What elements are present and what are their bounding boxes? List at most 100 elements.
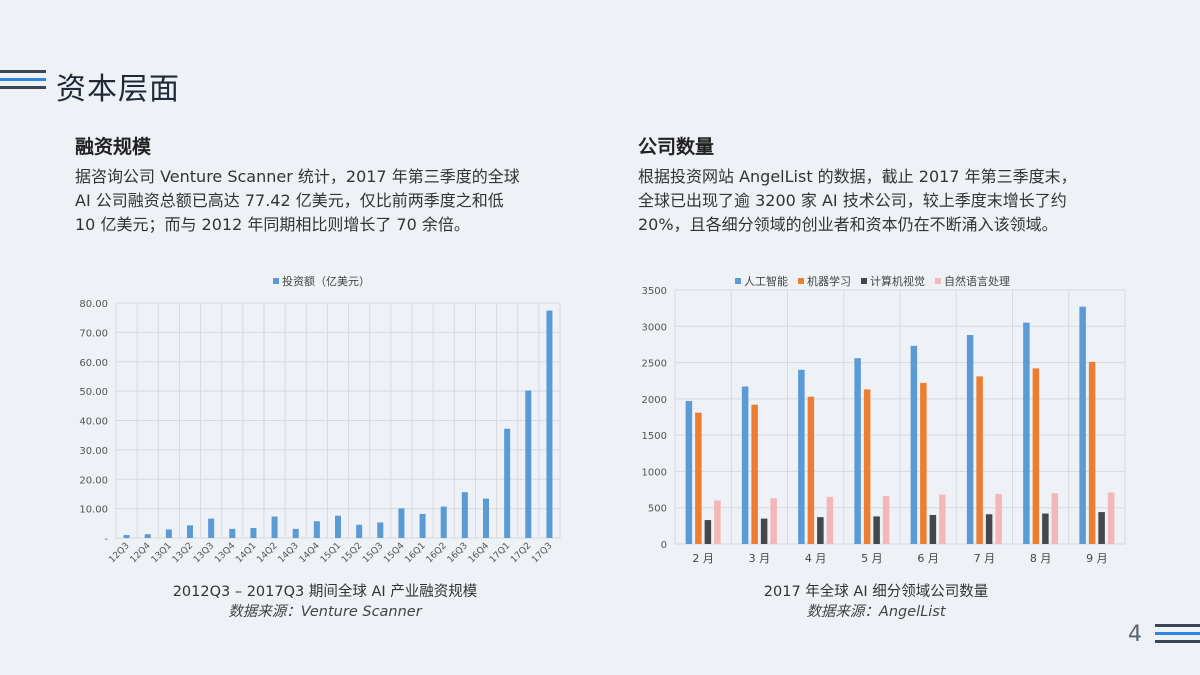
legend-swatch bbox=[861, 278, 867, 284]
y-tick-label: 2000 bbox=[642, 395, 667, 406]
x-tick-label: 17Q3 bbox=[530, 541, 554, 565]
bar bbox=[483, 498, 489, 538]
y-tick-label: 40.00 bbox=[79, 417, 108, 428]
x-tick-label: 16Q3 bbox=[446, 541, 470, 565]
company-section: 公司数量 根据投资网站 AngelList 的数据，截止 2017 年第三季度末… bbox=[638, 132, 1158, 237]
bar bbox=[187, 525, 193, 538]
x-tick-label: 15Q1 bbox=[319, 541, 343, 565]
bar bbox=[377, 522, 384, 538]
y-tick-label: - bbox=[104, 534, 108, 545]
bar bbox=[695, 412, 702, 544]
x-tick-label: 14Q3 bbox=[277, 541, 301, 565]
funding-source: 数据来源：Venture Scanner bbox=[228, 604, 422, 620]
y-tick-label: 1000 bbox=[642, 467, 667, 478]
bar bbox=[208, 518, 215, 538]
x-tick-label: 4 月 bbox=[805, 552, 827, 565]
bar bbox=[292, 528, 299, 538]
title-decoration-bars bbox=[0, 70, 46, 94]
y-tick-label: 70.00 bbox=[79, 328, 108, 339]
funding-chart: - 10.00 20.00 30.00 40.00 50.00 60.00 70.00 80.0… bbox=[79, 274, 561, 565]
company-text-line: 根据投资网站 AngelList 的数据，截止 2017 年第三季度末， bbox=[638, 167, 1077, 186]
y-tick-label: 10.00 bbox=[79, 505, 108, 516]
x-tick-label: 6 月 bbox=[917, 552, 939, 565]
bar bbox=[807, 396, 815, 544]
legend-label: 机器学习 bbox=[807, 274, 851, 288]
bar bbox=[714, 500, 721, 544]
bar bbox=[313, 521, 320, 538]
x-tick-label: 14Q4 bbox=[298, 541, 322, 565]
funding-heading: 融资规模 bbox=[75, 136, 152, 158]
bar bbox=[966, 334, 974, 544]
page-number: 4 bbox=[1128, 622, 1142, 647]
y-tick-label: 30.00 bbox=[79, 446, 108, 457]
bar bbox=[976, 376, 983, 544]
bar bbox=[817, 517, 824, 544]
bar bbox=[123, 535, 130, 538]
bar bbox=[760, 518, 768, 544]
x-tick-label: 8 月 bbox=[1030, 552, 1052, 565]
y-tick-label: 50.00 bbox=[79, 387, 108, 398]
x-tick-label: 16Q1 bbox=[403, 541, 427, 565]
y-tick-label: 1500 bbox=[642, 431, 667, 442]
bar bbox=[704, 520, 712, 544]
bar bbox=[144, 534, 151, 538]
bar bbox=[854, 358, 861, 544]
legend-label: 计算机视觉 bbox=[870, 274, 925, 288]
bar bbox=[863, 389, 871, 544]
legend-swatch bbox=[798, 278, 804, 284]
corner-decoration-bars bbox=[1155, 624, 1200, 648]
bar bbox=[398, 508, 405, 538]
bar bbox=[751, 404, 758, 544]
bar bbox=[985, 514, 993, 544]
x-tick-label: 15Q3 bbox=[361, 541, 385, 565]
bar bbox=[741, 386, 749, 544]
x-tick-label: 17Q2 bbox=[509, 541, 533, 565]
x-tick-label: 13Q2 bbox=[171, 541, 195, 565]
y-tick-label: 0 bbox=[661, 540, 667, 551]
legend-swatch bbox=[273, 278, 279, 284]
bar bbox=[1079, 306, 1086, 544]
bar bbox=[995, 493, 1002, 544]
y-tick-label: 3500 bbox=[642, 286, 667, 297]
bar bbox=[440, 506, 447, 538]
bar bbox=[356, 524, 363, 538]
bar bbox=[1051, 493, 1059, 544]
company-heading: 公司数量 bbox=[638, 136, 715, 158]
bar bbox=[1088, 361, 1096, 544]
y-tick-label: 500 bbox=[648, 504, 667, 515]
funding-chart-title: 2012Q3 – 2017Q3 期间全球 AI 产业融资规模 bbox=[172, 584, 478, 600]
x-tick-label: 3 月 bbox=[749, 552, 771, 565]
funding-text: 据咨询公司 Venture Scanner 统计，2017 年第三季度的全球 A… bbox=[75, 165, 585, 237]
x-tick-label: 9 月 bbox=[1086, 552, 1108, 565]
bar bbox=[461, 492, 468, 538]
y-tick-label: 20.00 bbox=[79, 475, 108, 486]
x-tick-label: 12Q3 bbox=[107, 541, 131, 565]
legend-label: 投资额（亿美元） bbox=[282, 274, 370, 288]
company-source: 数据来源：AngelList bbox=[806, 604, 946, 620]
bar bbox=[165, 529, 172, 538]
bar bbox=[1107, 492, 1115, 544]
x-tick-label: 14Q1 bbox=[234, 541, 258, 565]
bar bbox=[685, 401, 693, 544]
x-tick-label: 12Q4 bbox=[129, 541, 153, 565]
x-tick-label: 16Q2 bbox=[425, 541, 449, 565]
company-chart-title: 2017 年全球 AI 细分领域公司数量 bbox=[763, 584, 989, 600]
bar bbox=[882, 496, 890, 544]
bar bbox=[546, 310, 553, 538]
bar bbox=[229, 528, 236, 538]
y-tick-label: 2500 bbox=[642, 359, 667, 370]
company-text: 根据投资网站 AngelList 的数据，截止 2017 年第三季度末， 全球已… bbox=[638, 165, 1158, 237]
bar bbox=[250, 528, 257, 538]
y-tick-label: 80.00 bbox=[79, 299, 108, 310]
x-tick-label: 2 月 bbox=[692, 552, 714, 565]
funding-caption: 2012Q3 – 2017Q3 期间全球 AI 产业融资规模 数据来源：Vent… bbox=[110, 582, 540, 622]
bar bbox=[929, 514, 937, 544]
bar bbox=[335, 515, 341, 538]
bar bbox=[770, 498, 777, 544]
legend-swatch bbox=[935, 278, 941, 284]
x-tick-label: 17Q1 bbox=[488, 541, 512, 565]
bar bbox=[939, 494, 946, 544]
bar bbox=[1098, 512, 1105, 544]
bar bbox=[910, 345, 918, 544]
x-tick-label: 13Q4 bbox=[213, 541, 237, 565]
